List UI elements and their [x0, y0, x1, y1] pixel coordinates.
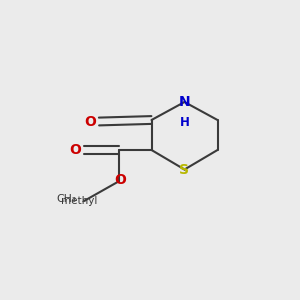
Text: O: O: [114, 173, 126, 187]
Text: O: O: [85, 115, 97, 128]
Text: methyl: methyl: [61, 196, 98, 206]
Text: N: N: [179, 95, 190, 109]
Text: O: O: [70, 143, 82, 157]
Text: methyl: methyl: [82, 200, 86, 202]
Text: H: H: [180, 116, 189, 130]
Text: CH₃: CH₃: [56, 194, 76, 205]
Text: S: S: [179, 163, 190, 176]
